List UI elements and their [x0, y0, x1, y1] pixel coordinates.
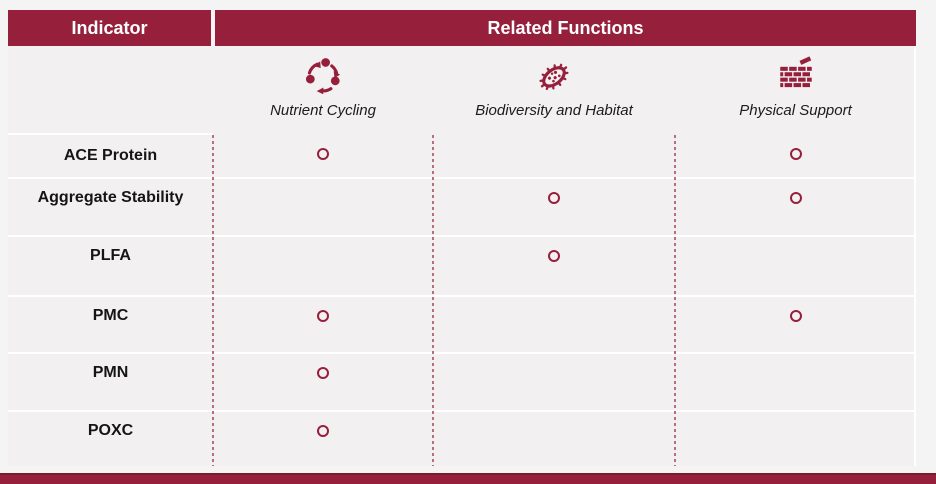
marker-cell-biodiversity-habitat	[433, 412, 675, 466]
marker-cell-nutrient-cycling	[213, 135, 433, 177]
function-header-spacer	[8, 46, 213, 135]
relation-marker-icon	[789, 148, 802, 160]
function-label-biodiversity-habitat: Biodiversity and Habitat	[475, 102, 633, 119]
function-biodiversity-habitat: Biodiversity and Habitat	[433, 46, 675, 135]
relation-marker-icon	[317, 310, 329, 322]
indicator-label: PMC	[92, 307, 129, 324]
marker-cell-physical-support	[675, 237, 916, 295]
marker-cell-nutrient-cycling	[213, 354, 433, 410]
marker-cell-physical-support	[675, 297, 916, 352]
table-row: Aggregate Stability	[8, 177, 916, 235]
marker-cell-nutrient-cycling	[213, 412, 433, 466]
relation-marker-icon	[317, 425, 329, 437]
relation-marker-icon	[548, 250, 560, 262]
relation-marker-icon	[789, 192, 802, 204]
table-row: PLFA	[8, 235, 916, 295]
marker-cell-nutrient-cycling	[213, 179, 433, 235]
column-separator	[212, 135, 214, 466]
marker-cell-biodiversity-habitat	[433, 354, 675, 410]
marker-cell-biodiversity-habitat	[433, 179, 675, 235]
column-separator	[674, 135, 676, 466]
relation-marker-icon	[317, 148, 329, 160]
relation-marker-icon	[548, 192, 560, 204]
microbe-icon	[539, 63, 569, 91]
marker-cell-biodiversity-habitat	[433, 135, 675, 177]
table-row: POXC	[8, 410, 916, 466]
function-physical-support: Physical Support	[675, 46, 916, 135]
function-label-physical-support: Physical Support	[739, 102, 852, 119]
function-nutrient-cycling: Nutrient Cycling	[213, 46, 433, 135]
marker-cell-physical-support	[675, 135, 916, 177]
marker-cell-biodiversity-habitat	[433, 237, 675, 295]
indicator-label: ACE Protein	[8, 133, 213, 177]
brick-wall-icon	[779, 56, 812, 88]
marker-cell-nutrient-cycling	[213, 237, 433, 295]
relation-marker-icon	[789, 310, 802, 322]
indicator-label: PMN	[92, 364, 129, 381]
nutrient-cycling-icon	[305, 58, 341, 95]
table-header-row: Indicator Related Functions	[8, 10, 916, 46]
related-functions-header: Related Functions	[215, 10, 916, 46]
indicator-label: Aggregate Stability	[37, 189, 184, 206]
marker-cell-physical-support	[675, 354, 916, 410]
function-label-nutrient-cycling: Nutrient Cycling	[270, 102, 376, 119]
bottom-accent-bar	[0, 473, 936, 484]
indicator-label: POXC	[87, 422, 134, 439]
marker-cell-nutrient-cycling	[213, 297, 433, 352]
function-header-row: Nutrient Cycling	[8, 46, 916, 135]
table-row: PMC	[8, 295, 916, 352]
table-row: ACE Protein	[8, 133, 916, 177]
indicator-column-header: Indicator	[8, 10, 211, 46]
relation-marker-icon	[317, 367, 329, 379]
column-separator	[432, 135, 434, 466]
marker-cell-physical-support	[675, 179, 916, 235]
table-body: ACE Protein Aggregate Stability PLFA PMC…	[8, 133, 916, 466]
table-background	[8, 46, 916, 466]
indicator-label: PLFA	[90, 247, 131, 264]
marker-cell-biodiversity-habitat	[433, 297, 675, 352]
table-row: PMN	[8, 352, 916, 410]
marker-cell-physical-support	[675, 412, 916, 466]
